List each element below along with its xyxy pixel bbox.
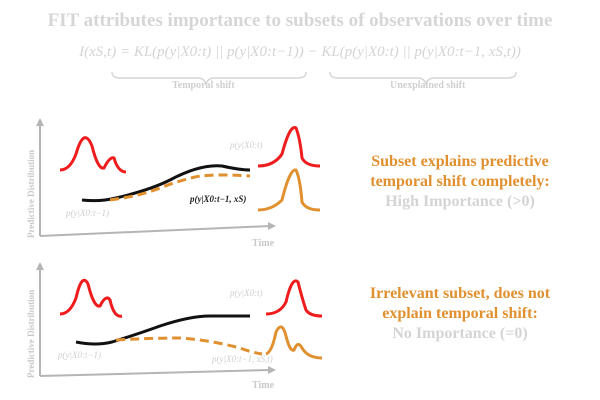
x-axis	[39, 225, 271, 237]
caption-high-line2: temporal shift completely:	[370, 173, 550, 190]
caption-no-importance: Irrelevant subset, does not explain temp…	[320, 284, 600, 344]
label-prev-distribution: p(y|X0:t−1)	[65, 208, 109, 218]
prev-distribution-curve	[59, 278, 123, 318]
y-axis-label: Predictive Distribution	[26, 150, 36, 238]
x-axis-arrow	[268, 222, 276, 230]
label-subset-distribution: p(y|X0:t−1, xS)	[189, 194, 246, 204]
importance-formula: I(xS,t) = KL(p(y|X0:t) || p(y|X0:t−1)) −…	[79, 44, 521, 60]
y-axis-arrow	[36, 118, 44, 126]
unexplained-shift-brace	[329, 71, 517, 87]
diagram-panel-high: Predictive Distribution Time p(y|X0:t−1)…	[26, 118, 321, 249]
y-axis-arrow	[36, 262, 44, 270]
label-prev-distribution: p(y|X0:t−1)	[57, 350, 101, 360]
formula-braces	[111, 71, 517, 87]
caption-none-line1: Irrelevant subset, does not	[369, 285, 551, 302]
temporal-shift-label: Temporal shift	[172, 80, 235, 91]
subset-prediction-line	[115, 336, 263, 356]
full-prediction-line	[75, 314, 250, 346]
unexplained-shift-label: Unexplained shift	[390, 80, 466, 91]
subset-distribution-curve	[265, 325, 323, 360]
x-axis-arrow	[268, 366, 276, 374]
y-axis-label: Predictive Distribution	[26, 290, 36, 378]
x-axis-label: Time	[252, 380, 275, 391]
x-axis-label: Time	[252, 238, 275, 249]
caption-none-line3: No Importance (=0)	[392, 325, 528, 342]
full-distribution-curve	[257, 126, 321, 168]
figure-title: FIT attributes importance to subsets of …	[47, 10, 553, 31]
label-subset-distribution: p(y|X0:t−1, xS,t)	[211, 354, 273, 364]
x-axis	[39, 369, 271, 377]
full-distribution-curve	[265, 279, 323, 318]
caption-high-line1: Subset explains predictive	[371, 153, 549, 170]
caption-high-importance: Subset explains predictive temporal shif…	[320, 152, 600, 212]
label-full-distribution: p(y|X0:t)	[229, 288, 262, 298]
subset-prediction-line	[109, 173, 251, 202]
prev-distribution-curve	[59, 136, 127, 174]
caption-high-line3: High Importance (>0)	[385, 193, 535, 210]
label-full-distribution: p(y|X0:t)	[229, 140, 262, 150]
diagram-panel-none: Predictive Distribution Time p(y|X0:t−1)…	[26, 262, 323, 391]
caption-none-line2: explain temporal shift:	[382, 305, 538, 322]
subset-distribution-curve	[257, 168, 321, 212]
temporal-shift-brace	[111, 71, 307, 87]
full-prediction-line	[81, 164, 251, 203]
